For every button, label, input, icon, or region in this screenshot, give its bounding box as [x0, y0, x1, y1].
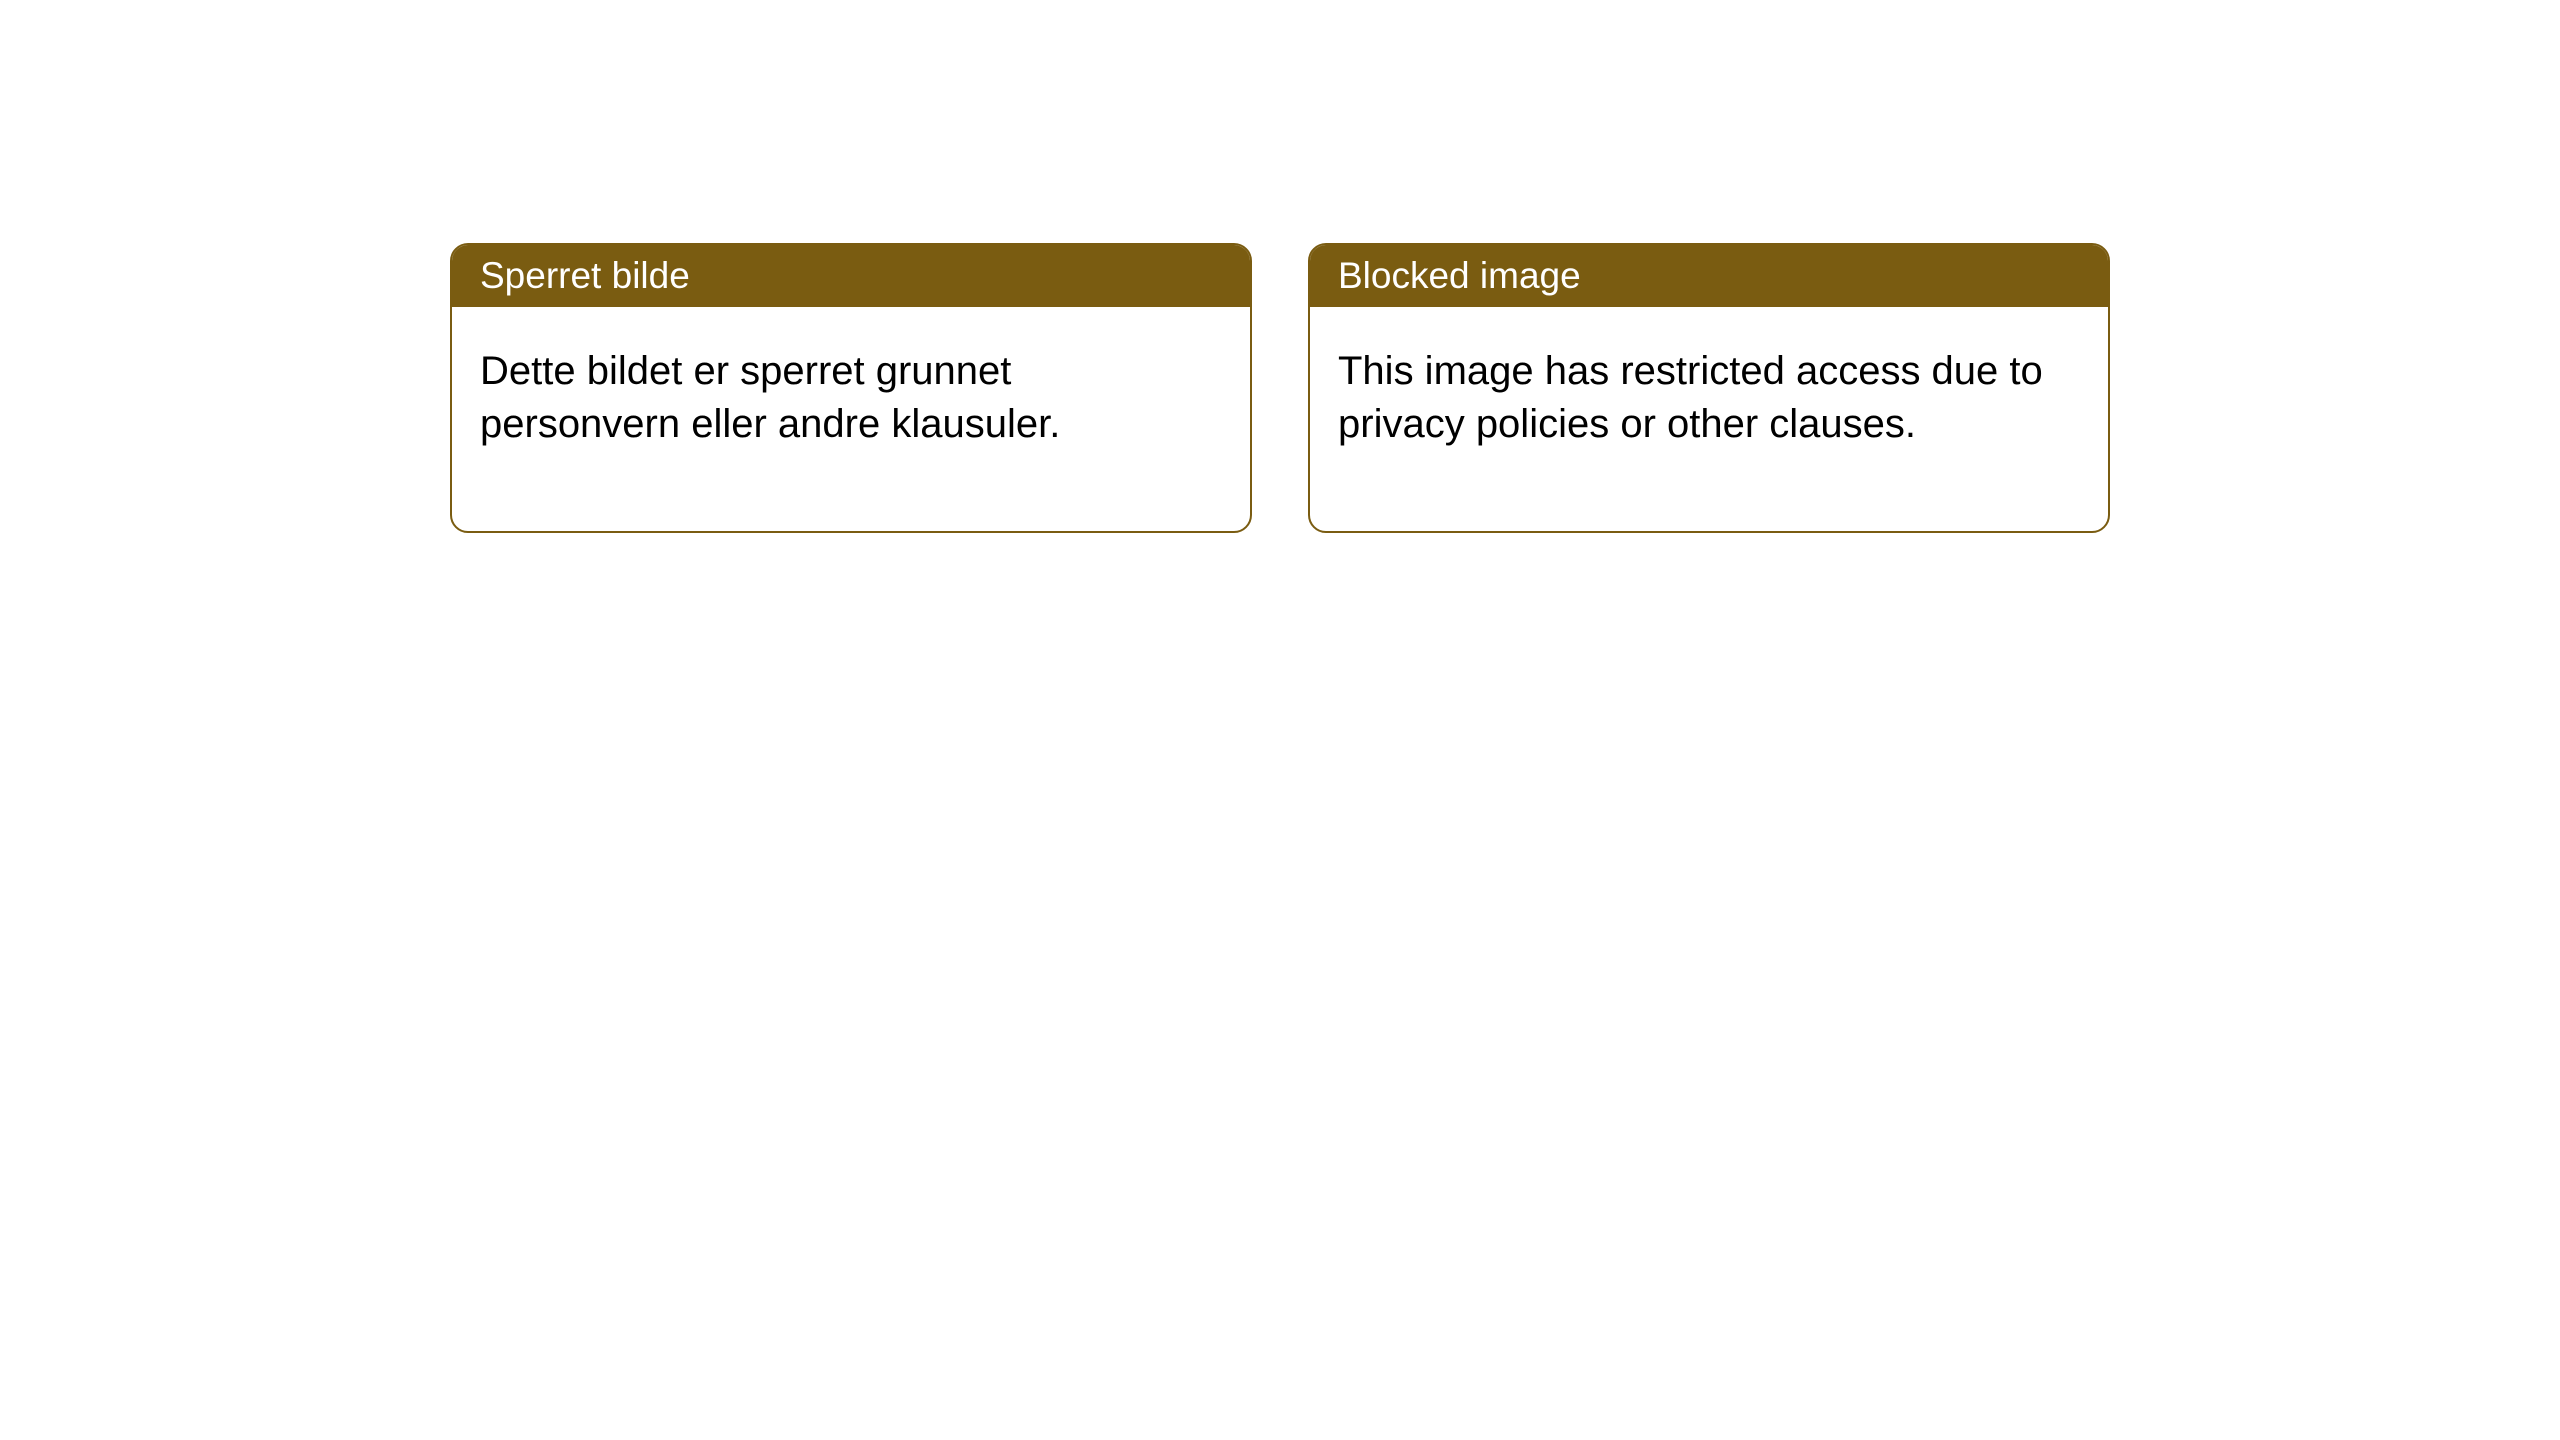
notice-card-norwegian: Sperret bilde Dette bildet er sperret gr…	[450, 243, 1252, 533]
card-title: Sperret bilde	[452, 245, 1250, 307]
notice-cards-container: Sperret bilde Dette bildet er sperret gr…	[0, 0, 2560, 533]
notice-card-english: Blocked image This image has restricted …	[1308, 243, 2110, 533]
card-body-text: This image has restricted access due to …	[1310, 307, 2108, 531]
card-title: Blocked image	[1310, 245, 2108, 307]
card-body-text: Dette bildet er sperret grunnet personve…	[452, 307, 1250, 531]
